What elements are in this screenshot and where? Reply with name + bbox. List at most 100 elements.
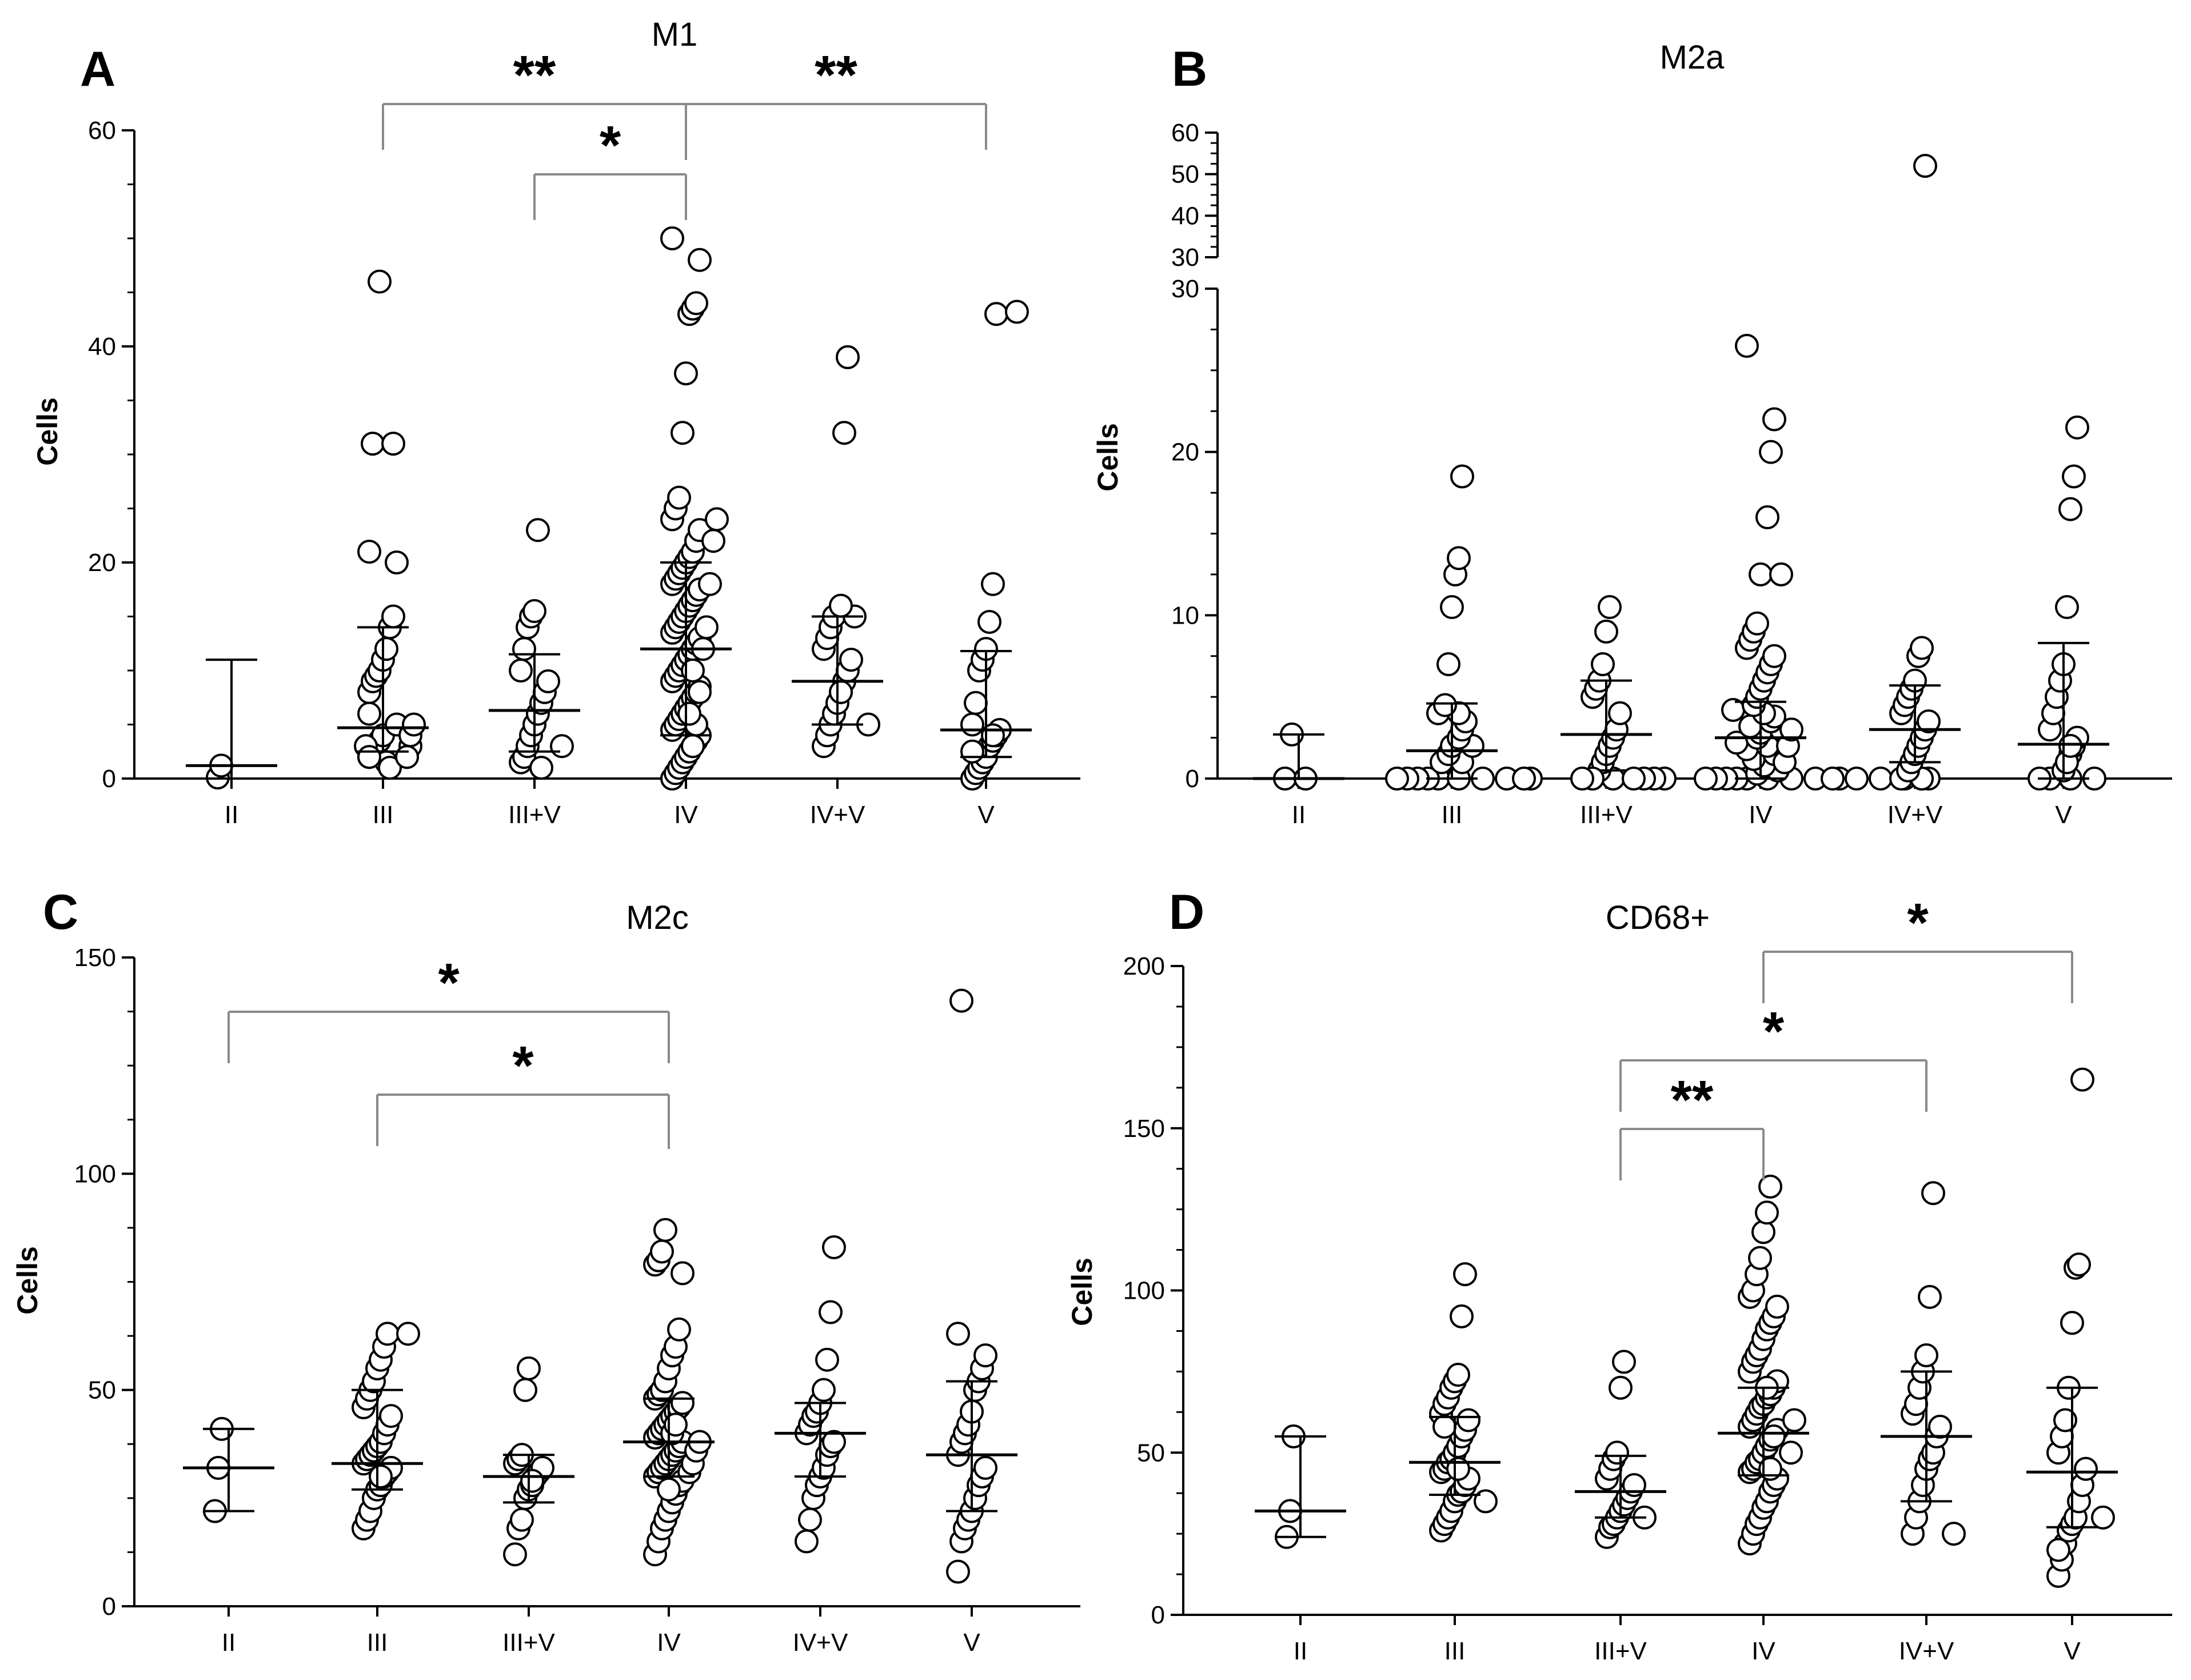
data-point [653, 1218, 677, 1242]
x-category-label: IV [674, 801, 698, 829]
data-point [1762, 1424, 1786, 1448]
x-category-label: IV+V [793, 1629, 848, 1657]
data-point [1755, 505, 1779, 529]
data-point [1446, 1363, 1470, 1387]
data-point [1751, 1220, 1775, 1244]
significance-label: ** [1671, 1070, 1714, 1131]
data-point [832, 421, 856, 445]
data-point [973, 1343, 997, 1368]
data-point [829, 593, 853, 618]
y-tick-label: 60 [88, 117, 116, 145]
data-point [695, 615, 719, 640]
data-point [1385, 767, 1409, 791]
data-point [1440, 595, 1464, 620]
x-category-label: IV+V [1899, 1637, 1954, 1665]
data-point [960, 712, 984, 737]
data-point [949, 988, 973, 1013]
data-point [2055, 595, 2079, 620]
data-point [2058, 733, 2082, 758]
data-point [357, 540, 381, 564]
data-point [667, 485, 691, 510]
x-category-label: IV+V [1887, 801, 1943, 829]
data-point [1821, 767, 1845, 791]
significance-label: * [512, 1035, 534, 1096]
data-point [650, 1239, 674, 1264]
data-point [1608, 701, 1632, 725]
data-point [1942, 1522, 1966, 1546]
data-point [674, 361, 698, 386]
significance-label: * [438, 952, 460, 1013]
data-point [681, 734, 705, 759]
data-point [946, 1322, 970, 1346]
panel-letter-d: D [1169, 885, 1204, 940]
data-point [1910, 636, 1934, 660]
x-category-label: II [1294, 1637, 1307, 1665]
y-tick-label: 60 [1171, 119, 1199, 147]
data-point [1765, 1294, 1789, 1319]
panel-letter-c: C [43, 885, 78, 940]
y-tick-label: 50 [1171, 161, 1199, 189]
x-category-label: III+V [502, 1629, 555, 1657]
panel-letter-a: A [80, 42, 115, 97]
y-tick-label: 10 [1171, 601, 1199, 629]
data-point [1914, 1343, 1938, 1367]
data-point [2067, 1252, 2091, 1277]
data-point [684, 291, 708, 316]
data-point [1918, 1284, 1942, 1309]
data-point [1432, 1414, 1456, 1439]
data-point [798, 1507, 822, 1532]
y-tick-label: 200 [1123, 952, 1165, 980]
data-point [1762, 644, 1786, 668]
x-category-label: V [2064, 1637, 2081, 1665]
x-category-label: II [1292, 801, 1306, 829]
x-category-label: II [225, 801, 238, 829]
data-point [1917, 709, 1941, 734]
y-tick-label: 0 [1186, 765, 1199, 793]
data-point [946, 1559, 970, 1584]
data-point [960, 739, 984, 764]
data-point [836, 345, 860, 369]
data-point [1769, 562, 1793, 586]
data-point [520, 1468, 544, 1493]
data-point [701, 529, 725, 553]
data-point [550, 734, 574, 759]
data-point [795, 1529, 819, 1554]
data-point [1598, 595, 1622, 620]
data-point [671, 1261, 695, 1286]
y-tick-label: 0 [1151, 1601, 1165, 1629]
x-category-label: III [373, 801, 394, 829]
data-point [2091, 1505, 2115, 1530]
data-point [984, 302, 1008, 326]
data-point [1605, 1440, 1629, 1465]
data-point [664, 1412, 688, 1437]
data-point [657, 1477, 681, 1502]
y-tick-label: 50 [88, 1376, 116, 1404]
data-point [1433, 693, 1457, 717]
data-point [1745, 611, 1769, 636]
data-point [376, 1322, 400, 1346]
data-point [1694, 767, 1718, 791]
data-point [839, 648, 863, 672]
data-point [1570, 767, 1594, 791]
panel-title-b: M2a [1660, 39, 1725, 76]
data-point [513, 1378, 537, 1402]
data-point [1845, 767, 1869, 791]
data-point [1735, 333, 1759, 358]
y-tick-label: 40 [88, 333, 116, 361]
data-point [517, 1356, 541, 1380]
data-point [964, 691, 988, 715]
y-tick-label: 0 [102, 1593, 116, 1621]
data-point [522, 599, 546, 624]
x-category-label: III [1444, 1637, 1466, 1665]
x-category-label: V [963, 1629, 980, 1657]
data-point [1622, 767, 1646, 791]
data-point [536, 669, 560, 693]
data-point [509, 659, 533, 683]
data-point [395, 745, 419, 769]
data-point [2070, 1067, 2094, 1092]
data-point [981, 572, 1005, 596]
panel-title-a: M1 [652, 16, 698, 53]
